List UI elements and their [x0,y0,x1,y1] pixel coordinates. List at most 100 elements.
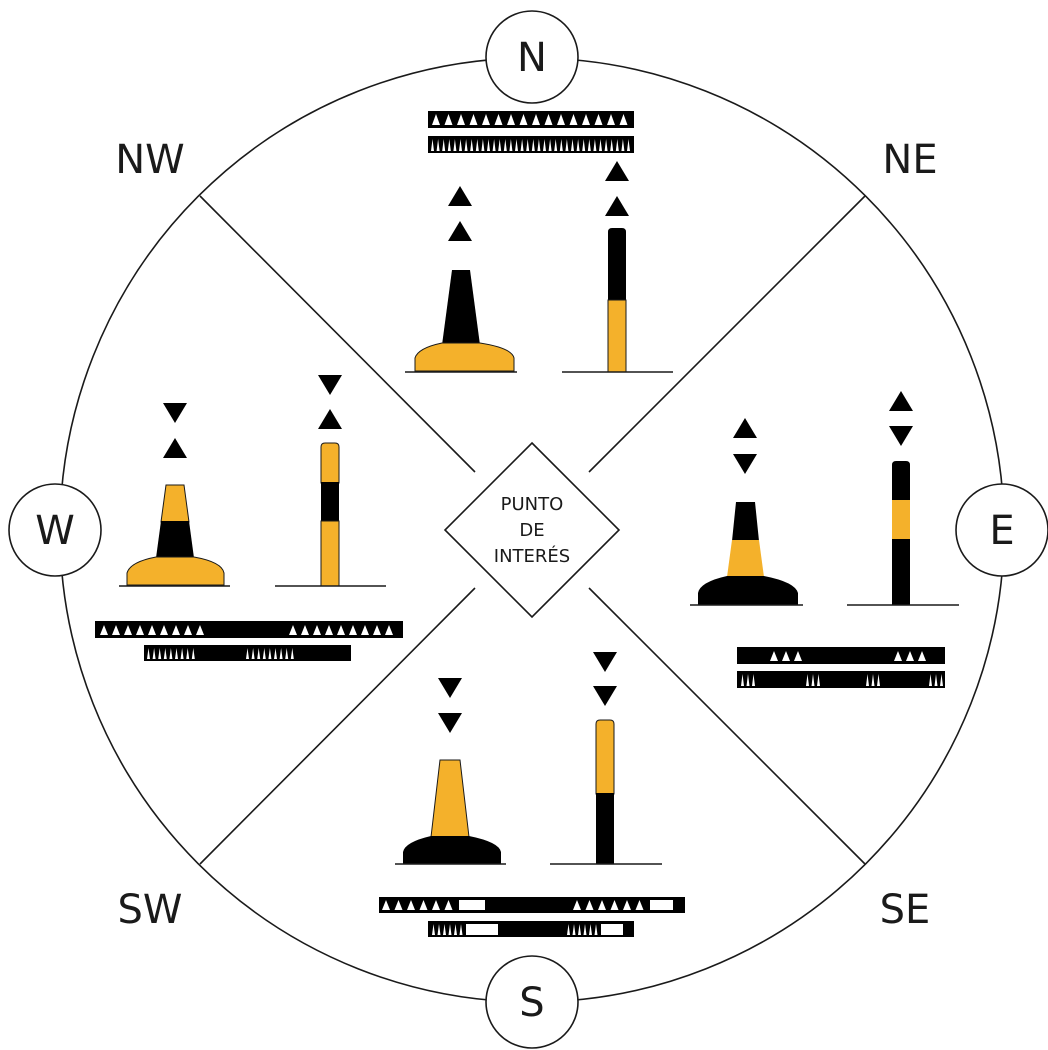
flash-mark [621,139,625,151]
flash-mark [184,625,192,635]
north-rhythm-bar-1 [428,111,634,128]
flash-mark [615,139,619,151]
flash-mark [770,651,778,661]
flash-mark [382,900,390,910]
east-rhythm-bar-1 [737,647,945,664]
flash-mark [515,139,518,151]
west-spar-topmark-lower [318,409,342,429]
flash-mark [169,648,173,659]
direction-e: E [989,508,1014,554]
flash-mark [940,674,943,686]
flash-mark [598,900,606,910]
flash-mark [459,924,463,935]
badge-e [955,483,1048,577]
flash-mark [191,648,195,659]
flash-mark [498,139,502,151]
flash-mark [454,924,457,935]
flash-mark [274,648,277,659]
flash-mark [152,648,156,659]
flash-mark [325,625,333,635]
east-flashes-2 [741,674,943,686]
south-quadrant [379,652,685,937]
flash-mark [567,924,570,935]
east-topmark-upper-cone [733,418,757,438]
south-spar-black-band [596,793,614,864]
flash-mark [481,139,485,151]
flash-mark [100,625,108,635]
flash-mark [447,139,451,151]
flash-mark [148,625,156,635]
point-of-interest: PUNTO DE INTERÉS [443,441,621,619]
north-spar-topmark-upper [605,161,629,181]
flash-mark [124,625,132,635]
flash-mark [817,674,820,686]
east-spar-topmark-upper [889,391,913,411]
flash-mark [599,139,602,151]
flash-mark [385,625,393,635]
flash-mark [557,114,565,125]
flash-mark [866,674,869,686]
west-buoy-top-yellow [160,484,190,523]
flash-mark [457,114,465,125]
divider-ne [588,195,866,473]
west-spar-top-yellow [320,442,340,484]
flash-mark [604,139,608,151]
flash-mark [459,139,462,151]
south-spar-topmark-upper [593,652,617,672]
flash-mark [469,114,478,125]
west-topmark-lower-cone [163,438,187,458]
flash-mark [112,625,120,635]
north-topmark-upper-cone [448,186,472,206]
flash-mark [565,139,569,151]
flash-mark [894,651,902,661]
label-s: S [485,955,579,1049]
west-spar-bottom-yellow [320,520,340,587]
flash-mark [934,674,938,686]
divider-se [588,587,866,865]
flash-mark [487,139,490,151]
badge-s [485,955,579,1049]
flash-mark [246,648,249,659]
flash-mark [464,139,468,151]
flash-mark [503,139,507,151]
flash-mark [554,139,558,151]
flash-mark [587,139,591,151]
flash-mark [443,924,446,935]
south-rhythm-bar-1 [379,897,685,913]
flash-mark [571,139,574,151]
north-spar [562,161,673,373]
center-label-line-3: INTERÉS [494,545,570,567]
flash-mark [175,648,178,659]
south-spar-yellow-band [595,719,615,795]
flash-mark [147,648,150,659]
flash-mark [475,139,479,151]
flash-mark [794,651,802,661]
flash-mark [582,114,590,125]
flash-mark [507,114,515,125]
flash-mark [186,648,190,659]
flash-mark [585,900,594,910]
direction-ne: NE [882,137,937,183]
badge-n [485,10,579,104]
flash-mark [436,139,440,151]
flash-mark [361,625,369,635]
flash-mark [349,625,357,635]
south-spar [550,652,662,865]
flash-mark [419,900,428,910]
flash-mark [509,139,513,151]
flash-mark [918,651,926,661]
flash-mark [494,114,503,125]
flash-mark [537,139,541,151]
flash-mark [257,648,261,659]
long-flash [459,900,485,910]
flash-mark [160,625,168,635]
flash-mark [610,900,619,910]
flash-mark [583,924,587,935]
flash-mark [290,648,294,659]
flash-mark [593,139,597,151]
flash-mark [196,625,204,635]
label-n: N [485,10,579,104]
east-quadrant [690,391,959,688]
direction-nw: NW [115,137,184,183]
